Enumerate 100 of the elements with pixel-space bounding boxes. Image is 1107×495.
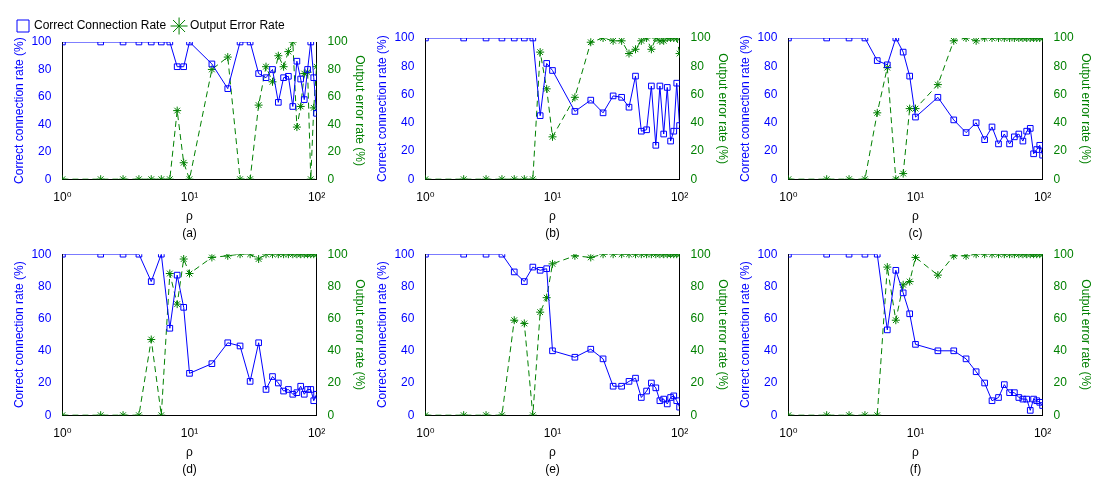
x-tick-label: 10⁰	[53, 425, 72, 440]
y-tick-label: 20	[401, 375, 415, 390]
y2-tick-label: 20	[690, 375, 705, 390]
x-tick-label: 10¹	[180, 189, 199, 204]
y2-axis-title: Output error rate (%)	[716, 279, 731, 391]
y2-tick-label: 0	[1053, 171, 1061, 186]
y-tick-label: 40	[38, 343, 52, 358]
x-tick-label: 10⁰	[779, 425, 798, 440]
x-tick-label: 10¹	[543, 189, 562, 204]
y2-tick-label: 0	[327, 171, 335, 186]
x-axis-title: ρ	[186, 209, 194, 224]
y-axis-title: Correct connection rate (%)	[374, 261, 389, 409]
y2-tick-label: 40	[1053, 115, 1068, 130]
text: (f)	[908, 462, 923, 478]
y2-tick-label: 20	[690, 143, 705, 158]
x-tick-label: 10²	[1033, 425, 1052, 440]
legend-label: Output Error Rate	[190, 18, 286, 33]
text: (d)	[181, 462, 198, 478]
y2-axis-title: Output error rate (%)	[1079, 279, 1094, 391]
y2-tick-label: 40	[690, 115, 705, 130]
y-tick-label: 100	[757, 30, 778, 45]
x-axis-title: ρ	[549, 209, 557, 224]
y2-tick-label: 40	[690, 343, 705, 358]
x-axis-title: ρ	[912, 209, 920, 224]
y-tick-label: 20	[764, 143, 778, 158]
y-tick-label: 80	[38, 278, 52, 293]
y2-axis-title: Output error rate (%)	[353, 279, 368, 391]
y2-tick-label: 100	[327, 246, 348, 261]
x-tick-label: 10¹	[180, 425, 199, 440]
y-axis-title: Correct connection rate (%)	[11, 261, 26, 409]
y2-tick-label: 20	[327, 144, 342, 159]
y2-tick-label: 0	[327, 407, 335, 422]
y-tick-label: 60	[38, 89, 52, 104]
y-tick-label: 60	[401, 86, 415, 101]
y2-tick-label: 80	[327, 61, 342, 76]
legend-label: Correct Connection Rate	[34, 18, 167, 33]
y-tick-label: 100	[394, 246, 415, 261]
y-tick-label: 40	[401, 115, 415, 130]
y-tick-label: 60	[401, 310, 415, 325]
x-tick-label: 10⁰	[416, 189, 435, 204]
y2-tick-label: 80	[327, 278, 342, 293]
x-tick-label: 10²	[307, 189, 326, 204]
y-tick-label: 80	[764, 278, 778, 293]
y-tick-label: 80	[38, 61, 52, 76]
y-tick-label: 40	[764, 115, 778, 130]
y-tick-label: 20	[401, 143, 415, 158]
y2-tick-label: 80	[1053, 278, 1068, 293]
y-tick-label: 20	[38, 375, 52, 390]
y-axis-title: Correct connection rate (%)	[737, 261, 752, 409]
y-tick-label: 60	[764, 310, 778, 325]
y2-tick-label: 0	[690, 407, 698, 422]
x-axis-title: ρ	[186, 445, 194, 460]
x-tick-label: 10⁰	[779, 189, 798, 204]
y2-tick-label: 100	[1053, 30, 1074, 45]
x-tick-label: 10⁰	[416, 425, 435, 440]
y2-axis-title: Output error rate (%)	[1079, 53, 1094, 164]
x-axis-title: ρ	[549, 445, 557, 460]
x-tick-label: 10¹	[543, 425, 562, 440]
x-tick-label: 10²	[1033, 189, 1052, 204]
text: (e)	[544, 462, 561, 478]
y2-tick-label: 80	[690, 58, 705, 73]
x-tick-label: 10¹	[906, 189, 925, 204]
x-tick-label: 10²	[670, 189, 689, 204]
y2-tick-label: 20	[1053, 143, 1068, 158]
y2-tick-label: 40	[327, 116, 342, 131]
y2-tick-label: 100	[1053, 246, 1074, 261]
x-tick-label: 10⁰	[53, 189, 72, 204]
y-tick-label: 0	[770, 407, 778, 422]
y-tick-label: 100	[31, 34, 52, 49]
y2-tick-label: 60	[690, 310, 705, 325]
text: (c)	[907, 226, 924, 242]
y2-tick-label: 60	[1053, 86, 1068, 101]
y2-tick-label: 20	[1053, 375, 1068, 390]
y2-tick-label: 80	[690, 278, 705, 293]
y-tick-label: 0	[44, 171, 52, 186]
y2-tick-label: 100	[327, 34, 348, 49]
y2-tick-label: 0	[1053, 407, 1061, 422]
y-tick-label: 40	[764, 343, 778, 358]
x-tick-label: 10¹	[906, 425, 925, 440]
y-tick-label: 40	[38, 116, 52, 131]
y2-tick-label: 60	[327, 310, 342, 325]
y-tick-label: 40	[401, 343, 415, 358]
y-tick-label: 100	[394, 30, 415, 45]
y-tick-label: 0	[407, 407, 415, 422]
x-axis-title: ρ	[912, 445, 920, 460]
y-tick-label: 60	[764, 86, 778, 101]
y2-tick-label: 0	[690, 171, 698, 186]
y-axis-title: Correct connection rate (%)	[374, 35, 389, 182]
x-tick-label: 10²	[670, 425, 689, 440]
y-tick-label: 60	[38, 310, 52, 325]
y-tick-label: 0	[770, 171, 778, 186]
y-tick-label: 0	[407, 171, 415, 186]
y2-axis-title: Output error rate (%)	[353, 55, 368, 166]
y-tick-label: 100	[31, 246, 52, 261]
y2-tick-label: 60	[690, 86, 705, 101]
y2-tick-label: 100	[690, 246, 711, 261]
y2-tick-label: 60	[1053, 310, 1068, 325]
text: (a)	[181, 226, 198, 242]
y-tick-label: 20	[38, 144, 52, 159]
y2-tick-label: 40	[327, 343, 342, 358]
